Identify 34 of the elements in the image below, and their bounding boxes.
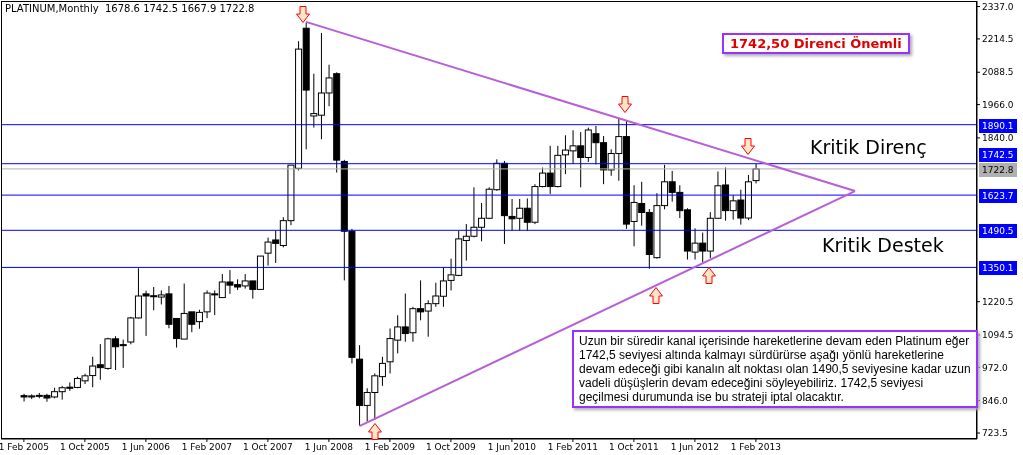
y-tick-label: 1840.0 <box>982 133 1014 144</box>
annotation: Uzun bir süredir kanal içerisinde hareketlerine devam eden Platinum eğer 1742,5 seviyesi altında kalmayı sürdürürse aşağı yönlü hareketlerine devam edeceği gibi kanalın alt noktası olan 1490,5 seviyesine kadar uzun vadeli düşüşlerin devam edeceğini söyleyebiliriz. 1742,5 seviyesi geçilmesi durumunda ise bu strateji iptal olacaktır. <box>572 330 978 408</box>
x-tick-label: 1 Oct 2011 <box>608 442 659 453</box>
x-tick-label: 1 Jun 2012 <box>670 442 720 453</box>
x-tick-label: 1 Feb 2013 <box>730 442 782 453</box>
x-tick-label: 1 Jun 2006 <box>121 442 171 453</box>
annotation: Kritik Destek <box>822 234 944 256</box>
y-tick-label: 1966.0 <box>982 99 1014 110</box>
x-tick-label: 1 Oct 2005 <box>59 442 110 453</box>
ref-line-label: 1623.7 <box>982 191 1014 202</box>
chart-title: PLATINUM,Monthly 1678.6 1742.5 1667.9 1722.8 <box>5 3 255 14</box>
x-tick-label: 1 Jun 2008 <box>304 442 354 453</box>
x-tick-label: 1 Jun 2010 <box>487 442 537 453</box>
x-tick-label: 1 Feb 2007 <box>181 442 233 453</box>
y-tick-label: 1220.5 <box>982 296 1014 307</box>
x-tick-label: 1 Feb 2009 <box>364 442 416 453</box>
ref-line-label: 1722.8 <box>982 164 1014 175</box>
y-tick-label: 2337.0 <box>982 1 1014 12</box>
y-tick-label: 1094.5 <box>982 330 1014 341</box>
x-tick-label: 1 Feb 2005 <box>0 442 50 453</box>
x-tick-label: 1 Feb 2011 <box>547 442 599 453</box>
annotation: 1742,50 Direnci Önemli <box>722 33 910 54</box>
y-tick-label: 723.5 <box>982 428 1008 439</box>
y-tick-label: 846.0 <box>982 395 1009 406</box>
x-tick-label: 1 Oct 2009 <box>425 442 477 453</box>
x-tick-label: 1 Oct 2007 <box>242 442 293 453</box>
ref-line-label: 1490.5 <box>982 226 1014 237</box>
annotation: Kritik Direnç <box>810 136 927 158</box>
y-tick-label: 972.0 <box>982 362 1009 373</box>
ref-line-label: 1350.1 <box>982 263 1014 274</box>
y-tick-label: 2214.5 <box>982 34 1014 45</box>
ref-line-label: 1742.5 <box>982 149 1014 160</box>
ref-line-label: 1890.1 <box>982 120 1014 131</box>
y-tick-label: 2088.5 <box>982 67 1014 78</box>
